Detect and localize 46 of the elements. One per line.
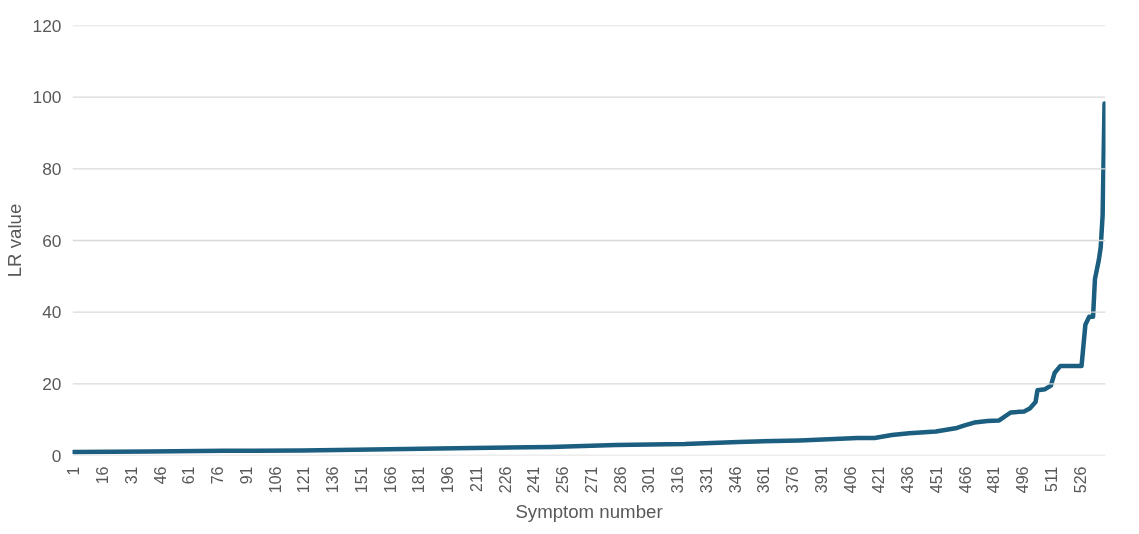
x-tick-label: 496: [1014, 466, 1032, 494]
x-tick-label: 211: [467, 466, 485, 493]
x-tick-label: 421: [870, 466, 888, 494]
x-tick-label: 376: [784, 466, 802, 494]
x-tick-label: 91: [237, 466, 255, 485]
x-tick-label: 406: [841, 466, 859, 494]
x-tick-label: 151: [352, 466, 370, 494]
x-tick-label: 391: [812, 466, 830, 494]
x-tick-label: 16: [94, 466, 112, 485]
line-series: [72, 101, 1106, 455]
x-tick-label: 301: [640, 466, 658, 494]
x-tick-label: 136: [324, 466, 342, 494]
y-tick-label: 20: [42, 373, 62, 394]
x-tick-label: 166: [381, 466, 399, 494]
x-tick-label: 451: [927, 466, 945, 494]
x-tick-label: 181: [410, 466, 428, 494]
x-axis-title: Symptom number: [515, 501, 663, 523]
x-tick-label: 361: [755, 466, 773, 494]
x-tick-label: 286: [611, 466, 629, 494]
x-tick-label: 121: [295, 466, 313, 494]
x-tick-label: 526: [1071, 466, 1089, 494]
y-axis-title: LR value: [3, 203, 25, 278]
y-tick-label: 60: [42, 230, 62, 251]
x-tick-label: 511: [1042, 466, 1060, 493]
x-tick-label: 466: [956, 466, 974, 494]
x-tick-label: 481: [985, 466, 1003, 494]
x-tick-label: 196: [439, 466, 457, 494]
x-tick-label: 346: [726, 466, 744, 494]
x-tick-label: 226: [496, 466, 514, 494]
y-tick-label: 0: [51, 445, 62, 466]
y-tick-label: 120: [32, 15, 62, 36]
x-tick-label: 436: [899, 466, 917, 494]
x-tick-label: 76: [209, 466, 227, 485]
x-tick-label: 241: [525, 466, 543, 494]
x-tick-label: 31: [122, 466, 140, 485]
x-tick-label: 106: [266, 466, 284, 494]
x-tick-label: 316: [669, 466, 687, 494]
y-tick-label: 40: [42, 302, 62, 323]
x-tick-label: 331: [697, 466, 715, 494]
x-tick-label: 61: [180, 466, 198, 485]
x-tick-label: 46: [151, 466, 169, 485]
y-tick-label: 100: [32, 87, 62, 108]
x-tick-label: 271: [582, 466, 600, 494]
x-tick-label: 256: [554, 466, 572, 494]
x-tick-label: 1: [65, 466, 83, 476]
y-tick-label: 80: [42, 158, 62, 179]
